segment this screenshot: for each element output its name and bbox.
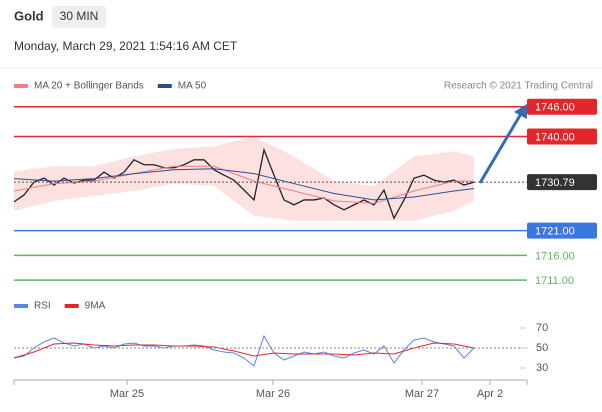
timeframe[interactable]: 30 MIN [60,9,99,23]
level-box [527,222,597,239]
x-tick-label: Mar 25 [110,388,144,400]
level-label: 1711.00 [535,275,574,287]
credit: Research © 2021 Trading Central [444,81,593,92]
y-tick-label: 70 [536,322,548,334]
level-box [527,128,597,145]
level-label: 1740.00 [535,131,575,143]
legend-label: MA 50 [178,81,207,92]
legend-swatch [14,84,28,88]
symbol: Gold [14,8,44,23]
series-line [13,334,475,367]
series-line [13,168,475,201]
level-label: 1716.00 [535,250,575,262]
timestamp: Monday, March 29, 2021 1:54:16 AM CET [14,39,238,53]
y-tick-label: 50 [536,342,548,354]
arrow-head [514,104,527,119]
legend-swatch [14,304,28,308]
legend-label: RSI [34,301,51,312]
forecast-arrow [478,111,524,184]
x-tick-label: Mar 27 [405,388,439,400]
bollinger-band [14,136,474,221]
level-label: 1746.00 [535,102,575,114]
y-tick-label: 30 [536,362,548,374]
series-line [13,165,474,204]
x-tick-label: Apr 2 [477,388,503,400]
level-box [527,174,597,191]
price-line [13,147,475,220]
timeframe-box[interactable] [52,6,106,28]
level-box [527,98,597,115]
legend-label: 9MA [85,301,106,312]
level-label: 1730.79 [535,177,575,189]
level-label: 1721.00 [535,226,575,238]
legend-swatch [157,84,172,88]
legend-label: MA 20 + Bollinger Bands [34,81,144,92]
x-tick-label: Mar 26 [256,388,290,400]
legend-swatch [64,304,79,308]
series-line [13,342,475,359]
